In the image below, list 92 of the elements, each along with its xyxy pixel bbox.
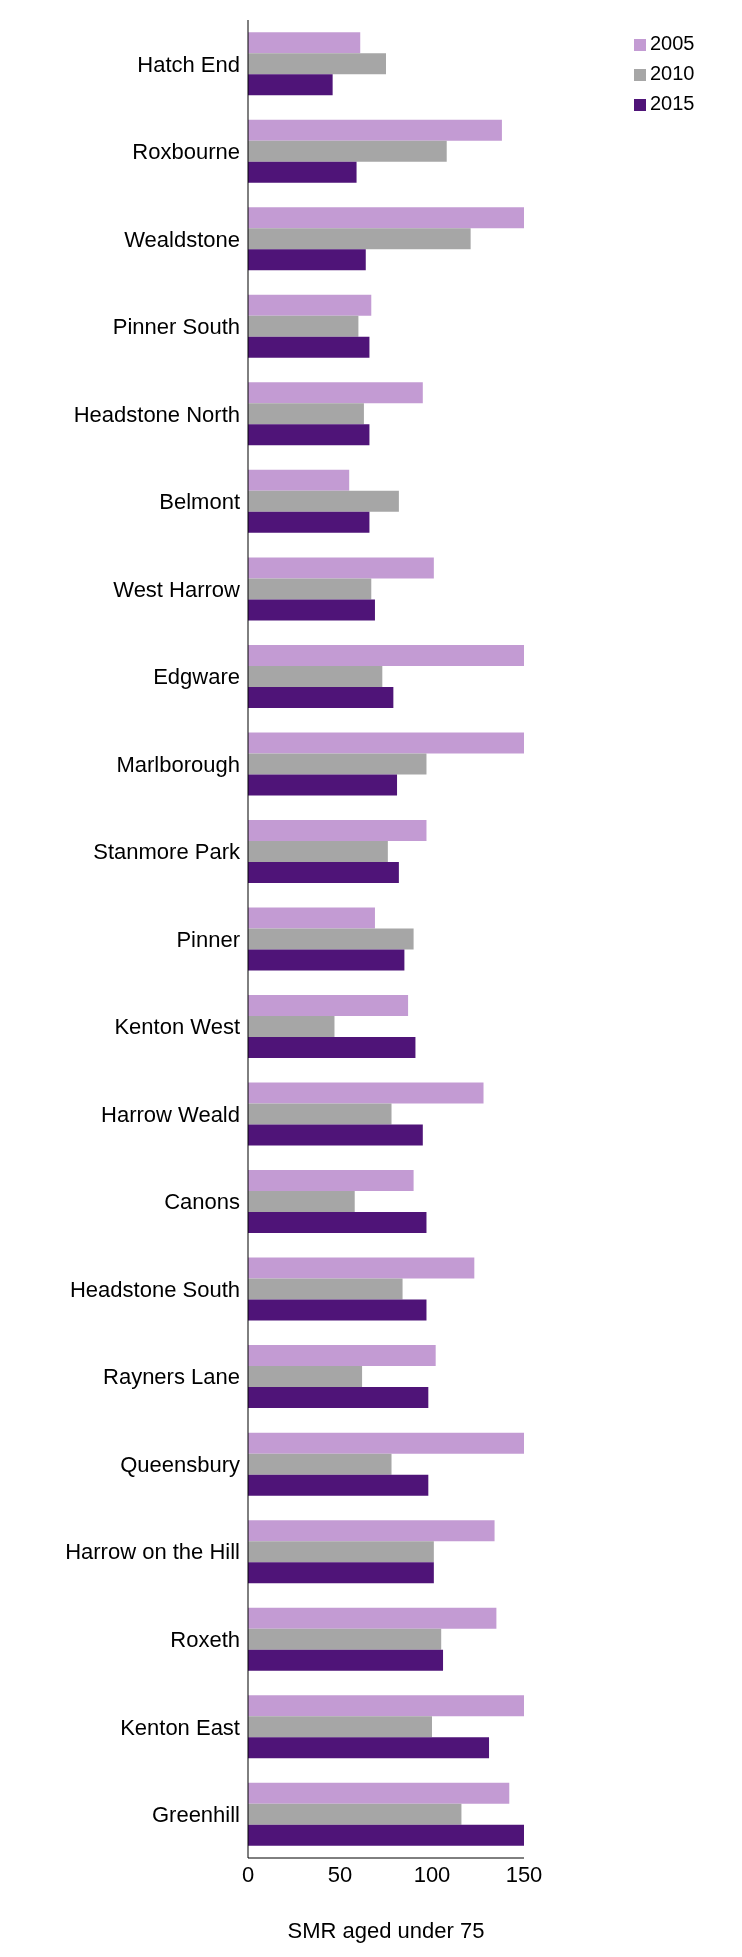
bar xyxy=(248,1212,427,1234)
bar xyxy=(248,1366,363,1388)
y-tick-label: Roxeth xyxy=(170,1627,240,1652)
y-tick-label: West Harrow xyxy=(113,576,241,602)
bar xyxy=(248,1824,524,1846)
bar xyxy=(248,382,423,404)
y-tick-label: Kenton West xyxy=(114,1014,240,1040)
y-tick-label: Headstone North xyxy=(73,401,240,427)
y-tick-label: Wealdstone xyxy=(124,226,240,252)
bar xyxy=(248,1474,429,1496)
y-tick-label: Roxbourne xyxy=(132,139,240,165)
bar xyxy=(248,1345,436,1367)
bar xyxy=(248,578,372,600)
bar xyxy=(248,1037,416,1059)
bar xyxy=(248,1170,414,1192)
y-tick-label: Marlborough xyxy=(116,751,240,777)
bar xyxy=(248,1191,355,1213)
bar xyxy=(248,424,370,446)
y-tick-label: Harrow on the Hill xyxy=(65,1539,240,1565)
bar xyxy=(248,1803,462,1825)
bar xyxy=(248,599,375,621)
y-tick-label: Hatch End xyxy=(137,51,240,77)
bar xyxy=(248,1695,524,1717)
bar xyxy=(248,928,414,950)
bar xyxy=(248,336,370,358)
bar xyxy=(248,511,370,533)
legend-label: 2010 xyxy=(650,62,695,84)
bar xyxy=(248,207,524,229)
bar xyxy=(248,1103,392,1125)
y-tick-label: Harrow Weald xyxy=(101,1101,240,1127)
y-tick-label: Greenhill xyxy=(151,1802,240,1828)
bar xyxy=(248,557,434,579)
bar xyxy=(248,1278,403,1300)
bar xyxy=(248,119,502,141)
bar xyxy=(248,1628,442,1650)
bar xyxy=(248,490,399,512)
bar xyxy=(248,74,333,96)
bar xyxy=(248,1453,392,1475)
bar xyxy=(248,861,399,883)
bar xyxy=(248,1782,510,1804)
bar xyxy=(248,1016,335,1038)
bar xyxy=(248,249,366,271)
bar xyxy=(248,403,364,425)
bar xyxy=(248,949,405,971)
bar xyxy=(248,1716,432,1738)
bar xyxy=(248,774,398,796)
y-tick-label: Belmont xyxy=(159,489,240,515)
y-tick-label: Pinner xyxy=(176,926,240,952)
y-tick-label: Edgware xyxy=(153,664,240,690)
y-tick-label: Canons xyxy=(164,1189,240,1215)
bar xyxy=(248,1649,444,1671)
bar xyxy=(248,294,372,316)
bar xyxy=(248,753,427,775)
bar xyxy=(248,1432,524,1454)
bar xyxy=(248,1257,475,1279)
bar xyxy=(248,1124,423,1146)
bar xyxy=(248,1387,429,1409)
bar xyxy=(248,819,427,841)
bar xyxy=(248,1541,434,1563)
bar xyxy=(248,32,361,54)
legend-label: 2005 xyxy=(650,32,695,54)
bar xyxy=(248,1082,484,1104)
x-tick-label: 0 xyxy=(241,1861,255,1887)
y-tick-label: Queensbury xyxy=(120,1451,240,1477)
x-tick-label: 100 xyxy=(413,1861,451,1887)
x-axis-title: SMR aged under 75 xyxy=(287,1918,485,1943)
bar xyxy=(248,907,375,929)
bar xyxy=(248,1520,495,1542)
bar xyxy=(248,1299,427,1321)
y-tick-label: Rayners Lane xyxy=(103,1364,240,1390)
x-tick-label: 50 xyxy=(327,1861,353,1887)
bar xyxy=(248,228,471,250)
bar xyxy=(248,53,386,75)
bar xyxy=(248,644,524,666)
bar xyxy=(248,1737,490,1759)
bar xyxy=(248,161,357,183)
bar xyxy=(248,732,524,754)
bar xyxy=(248,686,394,708)
y-tick-label: Kenton East xyxy=(120,1714,240,1740)
bar xyxy=(248,1562,434,1584)
y-tick-label: Headstone South xyxy=(69,1276,240,1302)
y-tick-label: Pinner South xyxy=(112,314,240,340)
bar xyxy=(248,665,383,687)
bar xyxy=(248,469,350,491)
legend-label: 2015 xyxy=(650,92,695,114)
bar xyxy=(248,315,359,337)
bar xyxy=(248,1607,497,1629)
bar xyxy=(248,995,409,1017)
bar xyxy=(248,840,388,862)
bar xyxy=(248,140,447,162)
x-tick-label: 150 xyxy=(505,1861,543,1887)
y-tick-label: Stanmore Park xyxy=(93,839,241,865)
